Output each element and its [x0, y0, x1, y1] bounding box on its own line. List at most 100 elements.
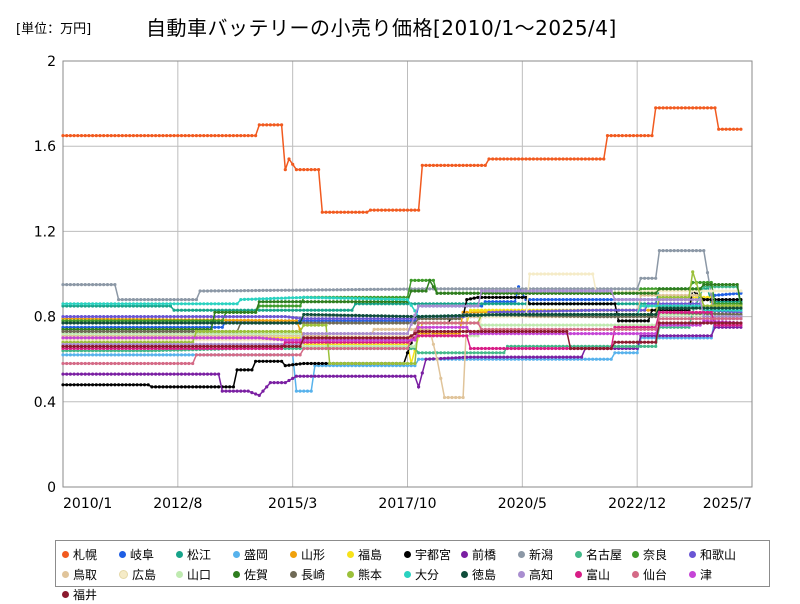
data-point [361, 374, 365, 378]
data-point [150, 298, 154, 302]
data-point [454, 351, 458, 355]
data-point [435, 317, 439, 321]
data-point [291, 162, 295, 166]
data-point [394, 327, 398, 331]
data-point [280, 123, 284, 127]
data-point [261, 334, 265, 338]
data-point [172, 372, 176, 376]
data-point [157, 304, 161, 308]
data-point [357, 321, 361, 325]
data-point [491, 355, 495, 359]
data-point [250, 318, 254, 323]
data-point [139, 353, 143, 357]
data-point [72, 383, 76, 387]
data-point [335, 332, 339, 336]
data-point [183, 315, 187, 319]
data-point [524, 329, 528, 334]
data-point [705, 295, 710, 299]
data-point [87, 134, 91, 138]
data-point [654, 276, 658, 280]
data-point [643, 334, 647, 338]
data-point [328, 317, 332, 321]
data-point [435, 325, 439, 329]
series-前橋 [61, 325, 743, 397]
data-point [117, 321, 121, 325]
data-point [387, 317, 391, 321]
data-point [720, 293, 725, 297]
data-point [276, 353, 280, 357]
data-point [187, 298, 191, 302]
data-point [472, 351, 476, 355]
data-point [328, 332, 332, 336]
legend-row: 札幌 岐阜 松江 盛岡 山形 福島 宇都宮 前橋 新潟 名古屋 奈良 和歌山 [62, 544, 763, 564]
data-point [543, 355, 547, 359]
series-佐賀 [61, 278, 743, 331]
data-point [394, 297, 398, 301]
data-point [202, 344, 206, 348]
data-point [539, 323, 543, 327]
data-point [261, 308, 265, 312]
data-point [720, 306, 725, 310]
data-point [120, 321, 124, 325]
data-point [231, 318, 235, 322]
data-point [520, 295, 524, 299]
data-point [139, 336, 143, 340]
data-point [305, 323, 310, 327]
data-point [228, 289, 232, 293]
data-point [357, 313, 361, 318]
series-line [63, 311, 741, 333]
data-point [654, 298, 658, 302]
data-point [298, 321, 302, 325]
data-point [313, 288, 317, 292]
data-point [79, 283, 84, 287]
data-point [457, 287, 461, 291]
legend-item: 岐阜 [119, 546, 176, 563]
data-point [665, 334, 669, 338]
series-line [63, 303, 741, 320]
data-point [102, 304, 106, 308]
data-point [168, 315, 172, 319]
data-point [609, 346, 613, 351]
legend-item: 高知 [518, 566, 575, 583]
data-point [539, 355, 543, 359]
data-point [631, 340, 636, 344]
data-point [217, 321, 221, 325]
data-point [546, 289, 550, 293]
data-point [105, 315, 110, 319]
data-point [102, 353, 106, 357]
data-point [650, 134, 654, 138]
data-point [242, 310, 247, 314]
data-point [131, 336, 135, 340]
data-point [257, 300, 261, 304]
data-point [79, 315, 84, 319]
data-point [428, 334, 432, 338]
data-point [135, 344, 139, 348]
data-point [561, 157, 565, 161]
data-point [717, 325, 721, 329]
x-tick-label: 2025/7 [703, 496, 752, 512]
data-point [87, 321, 91, 325]
data-point [457, 356, 461, 360]
data-point [224, 134, 228, 138]
data-point [109, 321, 113, 325]
data-point [339, 321, 343, 325]
data-point [439, 304, 443, 308]
data-point [602, 323, 606, 327]
data-point [654, 287, 658, 291]
data-point [368, 208, 373, 212]
data-point [113, 134, 117, 138]
data-point [205, 344, 210, 348]
data-point [705, 106, 710, 110]
data-point [257, 359, 261, 363]
data-point [339, 288, 343, 292]
data-point [661, 249, 665, 253]
data-point [65, 336, 69, 340]
data-point [446, 329, 450, 334]
data-point [320, 313, 324, 317]
data-point [291, 296, 295, 300]
data-point [546, 298, 550, 302]
data-point [202, 372, 206, 376]
data-point [717, 127, 721, 131]
data-point [198, 315, 202, 319]
data-point [394, 300, 398, 304]
